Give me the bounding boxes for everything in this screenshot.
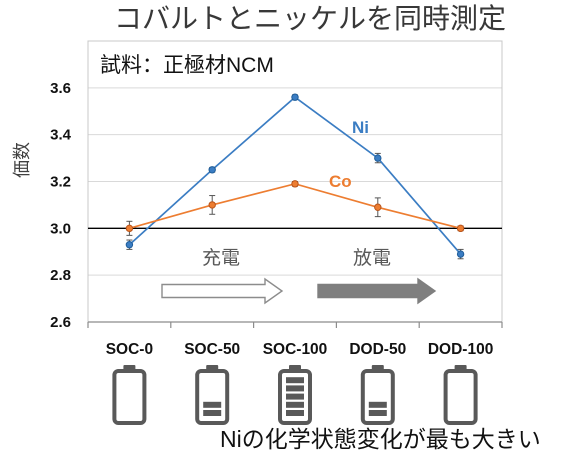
- battery-bar: [368, 401, 387, 408]
- battery-bar: [286, 377, 304, 384]
- y-tick-label: 2.8: [50, 267, 71, 284]
- battery-body: [195, 369, 230, 425]
- series-line-ni: [128, 96, 462, 255]
- data-point-ni: [456, 250, 465, 258]
- data-point-co: [374, 203, 382, 211]
- series-co: Co: [125, 172, 465, 236]
- chart-title: コバルトとニッケルを同時測定: [113, 2, 506, 35]
- y-axis-label: 価数: [12, 142, 33, 178]
- battery-body: [112, 369, 147, 425]
- series-ni: Ni: [125, 93, 465, 260]
- battery-icons: [112, 365, 478, 425]
- phase-label: 充電: [202, 247, 240, 269]
- y-tick-label: 3.0: [50, 220, 71, 237]
- x-tick-labels: SOC-0 SOC-50 SOC-100 DOD-50 DOD-100: [106, 341, 494, 358]
- outline-arrow-right-icon: [161, 277, 284, 305]
- series-label-ni: Ni: [352, 118, 369, 137]
- battery-bar: [203, 410, 222, 416]
- battery-bar: [368, 410, 387, 416]
- data-point-co: [291, 180, 299, 188]
- x-tick-label: DOD-50: [349, 341, 406, 358]
- data-point-ni: [125, 241, 134, 249]
- battery-body: [443, 369, 478, 425]
- battery-bar: [286, 393, 304, 400]
- battery-bar: [286, 401, 304, 408]
- data-point-ni: [291, 93, 299, 101]
- data-point-ni: [374, 154, 382, 162]
- phase-charge: 充電: [161, 247, 284, 305]
- sample-label: 試料：正極材NCM: [100, 54, 274, 77]
- phase-discharge: 放電: [317, 247, 437, 305]
- battery-body: [278, 369, 312, 425]
- y-tick-label: 3.6: [50, 80, 71, 97]
- data-point-co: [125, 224, 134, 233]
- battery-icon: [112, 365, 147, 425]
- x-tick-label: DOD-100: [428, 341, 493, 358]
- series-label-co: Co: [329, 172, 352, 191]
- data-point-co: [208, 201, 216, 209]
- y-tick-label: 3.2: [50, 174, 71, 191]
- battery-icon: [360, 365, 395, 425]
- battery-bar: [286, 385, 304, 392]
- footer-note: Niの化学状態変化が最も大きい: [220, 426, 541, 452]
- series-line-co: [129, 182, 461, 230]
- y-tick-label: 2.6: [50, 314, 71, 331]
- battery-icon: [195, 365, 230, 425]
- gridlines: [88, 87, 502, 276]
- phase-label: 放電: [353, 247, 391, 269]
- y-tick-labels: 2.6 2.8 3.0 3.2 3.4 3.6: [50, 80, 72, 331]
- battery-bar: [203, 401, 222, 408]
- battery-icon: [443, 365, 478, 425]
- y-tick-label: 3.4: [50, 127, 72, 144]
- battery-bar: [286, 410, 304, 416]
- x-tick-label: SOC-100: [263, 341, 328, 358]
- battery-icon: [278, 365, 312, 425]
- data-point-ni: [208, 166, 216, 174]
- x-tick-label: SOC-0: [106, 341, 153, 358]
- filled-arrow-right-icon: [317, 277, 437, 305]
- data-point-co: [456, 224, 465, 233]
- x-tick-marks: [87, 322, 503, 328]
- battery-body: [360, 369, 395, 425]
- x-tick-label: SOC-50: [184, 341, 240, 358]
